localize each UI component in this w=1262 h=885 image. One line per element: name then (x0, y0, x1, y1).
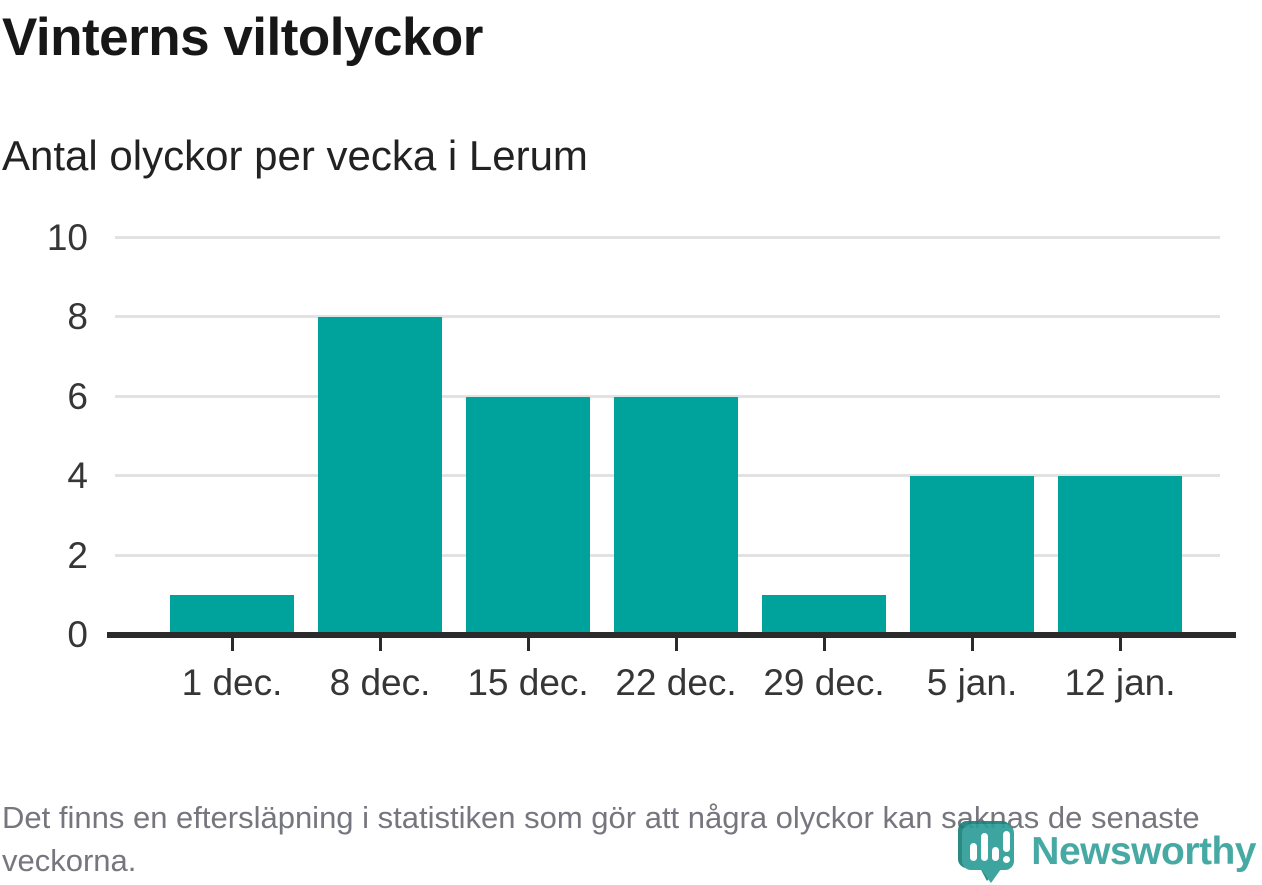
x-axis-tick (526, 638, 530, 651)
y-axis-tick-label: 6 (67, 375, 88, 417)
y-axis-tick-label: 8 (67, 296, 88, 338)
bar (762, 595, 886, 635)
bar (466, 397, 590, 635)
newsworthy-bubble-chart-icon (958, 821, 1015, 883)
x-axis-tick (674, 638, 678, 651)
plot-area: 0 2 4 6 8 10 1 dec. 8 dec. 15 dec. 22 dec. 29 dec.… (47, 217, 1236, 703)
x-axis-tick-label: 5 jan. (926, 662, 1018, 703)
chart-title: Vinterns viltolyckor (2, 8, 483, 67)
x-axis-tick (822, 638, 826, 651)
x-axis-tick-label: 1 dec. (181, 662, 283, 703)
y-axis-tick-label: 10 (46, 217, 88, 258)
y-axis-tick-label: 2 (67, 534, 88, 576)
y-axis-tick-label: 4 (67, 455, 88, 497)
gridline (115, 315, 1220, 319)
x-axis-tick (230, 638, 234, 651)
x-axis-tick-label: 29 dec. (763, 662, 885, 703)
x-axis-tick-label: 12 jan. (1064, 662, 1176, 703)
newsworthy-logo[interactable]: Newsworthy (957, 821, 1256, 883)
bar (1058, 476, 1182, 635)
y-axis-tick-label: 0 (67, 614, 88, 655)
bar (614, 397, 738, 635)
bar-chart: 0 2 4 6 8 10 1 dec. 8 dec. 15 dec. 22 dec. 29 dec.… (0, 217, 1262, 703)
bar (318, 317, 442, 635)
x-axis-tick (970, 638, 974, 651)
gridline (115, 394, 1220, 398)
x-axis-tick-label: 8 dec. (329, 662, 431, 703)
x-axis-tick-label: 22 dec. (615, 662, 737, 703)
bar (910, 476, 1034, 635)
chart-subtitle: Antal olyckor per vecka i Lerum (2, 132, 588, 179)
chart-page: Vinterns viltolyckor Antal olyckor per v… (0, 6, 1262, 885)
x-axis-tick-label: 15 dec. (467, 662, 589, 703)
newsworthy-wordmark: Newsworthy (1031, 830, 1256, 873)
bar (170, 595, 294, 635)
x-axis-tick (378, 638, 382, 651)
gridline (115, 236, 1220, 239)
x-axis-line (107, 632, 1236, 638)
x-axis-tick (1118, 638, 1122, 651)
